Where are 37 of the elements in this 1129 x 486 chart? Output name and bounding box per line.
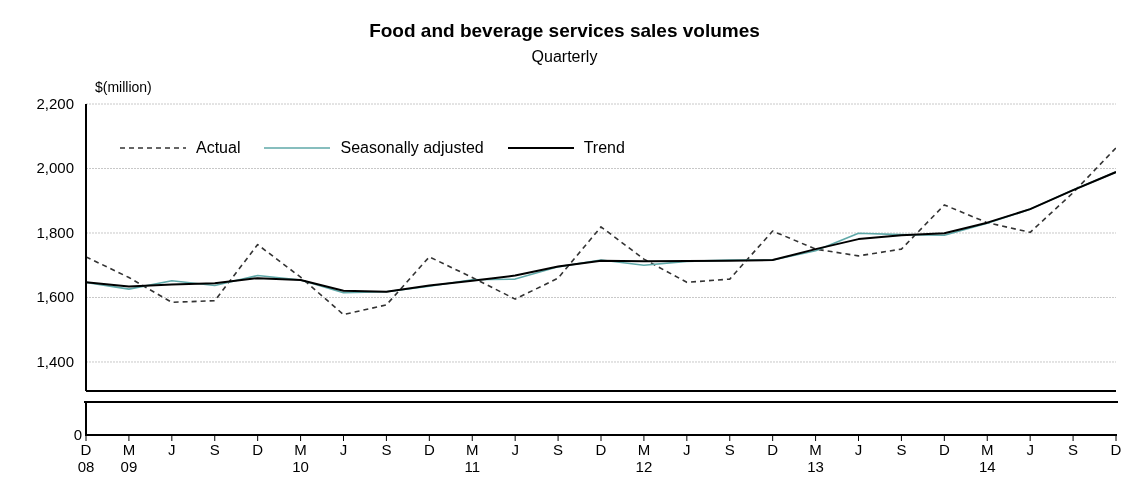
- x-tick-label: S: [896, 441, 907, 458]
- y-tick-label: 1,400: [36, 352, 74, 370]
- x-tick-label: J: [683, 441, 691, 458]
- x-tick-label: J: [511, 441, 519, 458]
- legend-label: Trend: [583, 139, 625, 157]
- y-tick-label: 1,800: [36, 223, 74, 241]
- x-tick-label: J: [1026, 441, 1034, 458]
- text: 0: [73, 426, 82, 444]
- x-tick-label: D: [767, 441, 779, 458]
- x-tick-label: D: [423, 441, 435, 458]
- x-tick-label: S: [381, 441, 392, 458]
- x-tick-label: M 12: [635, 441, 653, 475]
- x-tick-label: S: [209, 441, 220, 458]
- x-tick-label: D: [938, 441, 950, 458]
- chart-title: Food and beverage services sales volumes: [368, 20, 761, 42]
- x-tick-label: D: [595, 441, 607, 458]
- x-tick-label: S: [1068, 441, 1079, 458]
- chart-subtitle: Quarterly: [530, 48, 599, 66]
- x-tick-label: M 10: [292, 441, 309, 475]
- y-tick-label: 2,000: [36, 159, 74, 177]
- x-tick-label: S: [724, 441, 735, 458]
- x-tick-label: J: [168, 441, 176, 458]
- x-tick-label: S: [553, 441, 564, 458]
- x-tick-label: J: [854, 441, 863, 458]
- x-tick-label: D 08: [77, 441, 95, 475]
- x-tick-label: M 09: [120, 441, 138, 475]
- y-tick-label: 1,600: [36, 288, 74, 306]
- legend-label: Actual: [196, 139, 241, 157]
- legend-label: Seasonally adjusted: [340, 139, 484, 157]
- x-tick-label: D: [252, 441, 264, 458]
- x-tick-label: M 14: [978, 441, 996, 475]
- x-tick-label: J: [339, 441, 348, 458]
- x-tick-label: M 11: [464, 441, 481, 475]
- x-tick-label: D: [1110, 441, 1122, 458]
- y-axis-title: $(million): [95, 79, 152, 95]
- y-tick-label: 2,200: [36, 95, 74, 112]
- x-tick-label: M 13: [807, 441, 824, 475]
